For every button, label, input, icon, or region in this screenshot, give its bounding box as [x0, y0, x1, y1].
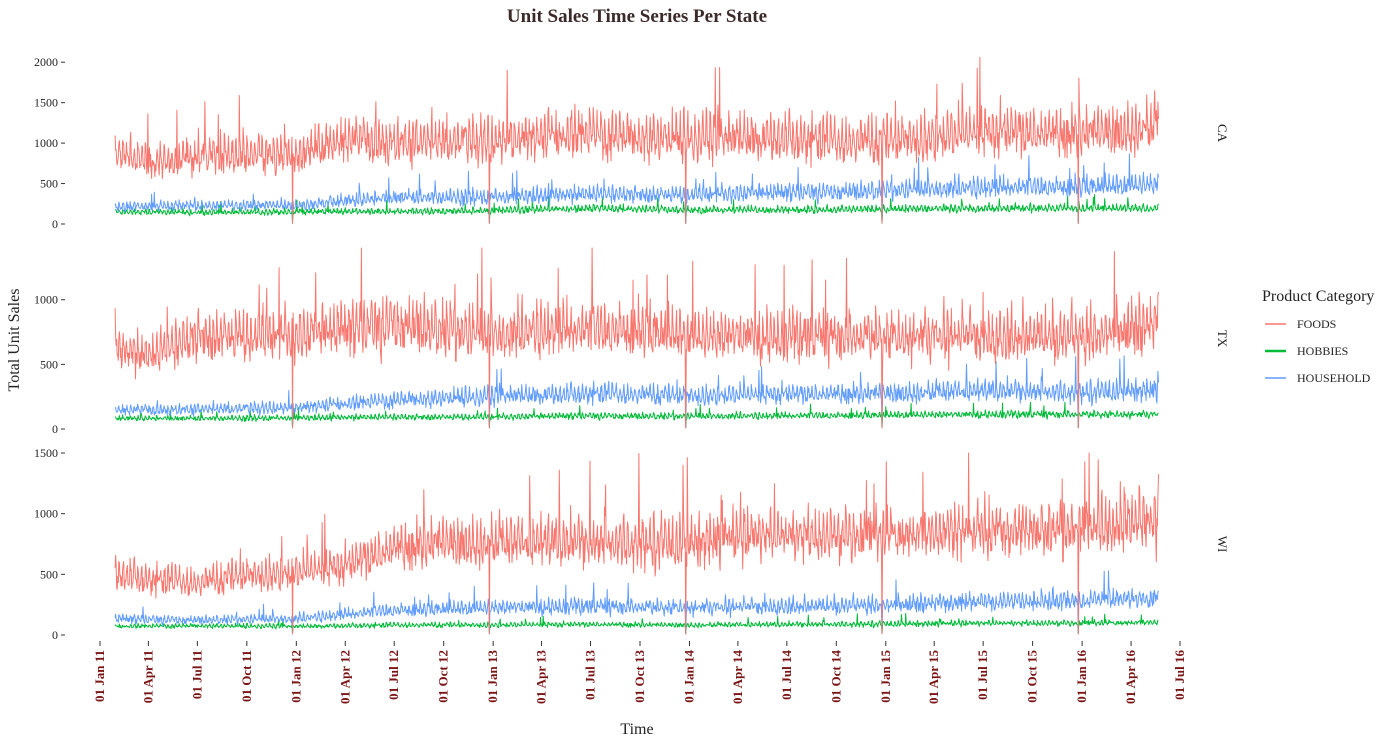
series-line-hobbies-ca — [114, 194, 1159, 224]
facet-label-wi: WI — [1215, 536, 1230, 553]
y-tick-label: 0 — [52, 628, 58, 642]
x-tick-label: 01 Apr 13 — [534, 650, 549, 704]
x-tick-label: 01 Apr 14 — [730, 650, 745, 704]
y-tick-label: 1500 — [34, 96, 58, 110]
legend: Product Category FOODS HOBBIES HOUSEHOLD — [1262, 288, 1374, 385]
series-line-foods-ca — [114, 56, 1159, 224]
series-line-household-tx — [114, 355, 1159, 429]
facet-label-tx: TX — [1215, 330, 1230, 348]
facet-label-ca: CA — [1215, 124, 1230, 143]
legend-label-household: HOUSEHOLD — [1297, 371, 1371, 385]
y-tick-label: 0 — [52, 422, 58, 436]
x-tick-label: 01 Apr 16 — [1123, 650, 1138, 704]
x-tick-label: 01 Oct 14 — [828, 650, 843, 703]
facet-wi: 0 500 1000 1500 WI — [34, 446, 1230, 642]
y-tick-label: 2000 — [34, 55, 58, 69]
legend-title: Product Category — [1262, 288, 1374, 305]
y-axis-label: Total Unit Sales — [6, 289, 23, 392]
x-tick-label: 01 Jan 14 — [681, 650, 696, 703]
x-tick-label: 01 Jan 16 — [1074, 650, 1089, 703]
y-tick-label: 1500 — [34, 446, 58, 460]
x-tick-label: 01 Jan 13 — [485, 650, 500, 703]
y-tick-label: 1000 — [34, 507, 58, 521]
x-tick-label: 01 Apr 11 — [140, 650, 155, 703]
facet-tx: 0 500 1000 TX — [34, 247, 1230, 436]
x-tick-label: 01 Jan 11 — [92, 650, 107, 702]
x-tick-label: 01 Jan 15 — [878, 650, 893, 703]
x-tick-label: 01 Jul 15 — [975, 650, 990, 700]
y-tick-label: 500 — [40, 567, 58, 581]
y-tick-label: 500 — [40, 177, 58, 191]
x-tick-label: 01 Apr 12 — [337, 650, 352, 704]
x-tick-label: 01 Oct 13 — [632, 650, 647, 703]
series-line-foods-wi — [114, 452, 1159, 635]
y-tick-label: 0 — [52, 217, 58, 231]
legend-label-foods: FOODS — [1297, 317, 1336, 331]
y-tick-label: 1000 — [34, 136, 58, 150]
x-tick-label: 01 Jul 11 — [189, 650, 204, 699]
series-line-household-wi — [114, 570, 1159, 635]
series-line-foods-tx — [114, 247, 1159, 429]
x-tick-label: 01 Oct 11 — [239, 650, 254, 702]
series-line-hobbies-tx — [114, 401, 1159, 429]
series-line-household-ca — [114, 153, 1159, 224]
x-tick-label: 01 Jul 14 — [779, 650, 794, 700]
x-tick-label: 01 Apr 15 — [926, 650, 941, 704]
x-tick-label: 01 Oct 12 — [436, 650, 451, 703]
x-tick-label: 01 Jan 12 — [288, 650, 303, 703]
series-line-hobbies-wi — [114, 613, 1159, 635]
x-tick-label: 01 Oct 15 — [1025, 650, 1040, 703]
legend-label-hobbies: HOBBIES — [1297, 344, 1348, 358]
y-tick-label: 1000 — [34, 293, 58, 307]
facet-ca: 0 500 1000 1500 2000 CA — [34, 55, 1230, 231]
x-axis-label: Time — [620, 721, 653, 738]
facet-panels: 0 500 1000 1500 2000 CA 0 500 1000 TX 0 500 1000 1500… — [34, 55, 1230, 642]
x-tick-label: 01 Jul 12 — [386, 650, 401, 700]
x-tick-label: 01 Jul 13 — [583, 650, 598, 700]
x-axis: 01 Jan 11 01 Apr 11 01 Jul 11 01 Oct 11 01 J… — [92, 641, 1187, 704]
y-tick-label: 500 — [40, 357, 58, 371]
chart-title: Unit Sales Time Series Per State — [507, 6, 767, 27]
x-tick-label: 01 Jul 16 — [1172, 650, 1187, 700]
